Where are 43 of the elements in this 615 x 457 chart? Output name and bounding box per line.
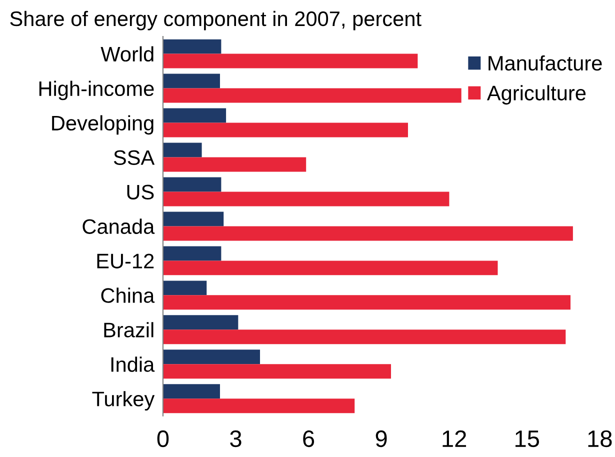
y-tick-label: World <box>100 46 154 62</box>
bar <box>162 142 202 158</box>
bar <box>162 157 306 172</box>
bar <box>162 88 462 103</box>
y-tick-label: Developing <box>52 115 154 135</box>
bar <box>162 226 573 241</box>
y-tick-label: Turkey <box>92 391 155 410</box>
bar <box>162 364 392 379</box>
y-tick-label: High-income <box>39 80 154 100</box>
bar <box>162 54 418 68</box>
y-tick-label: SSA <box>114 150 155 166</box>
x-tick-label: 9 <box>376 430 387 448</box>
bar <box>162 260 498 276</box>
x-tick-label: 3 <box>230 430 242 448</box>
y-tick-label: EU-12 <box>97 254 154 268</box>
bar <box>162 384 220 399</box>
x-tick-label: 12 <box>442 430 466 447</box>
x-tick-label: 0 <box>157 430 169 448</box>
bar <box>162 330 566 344</box>
bar <box>162 74 220 88</box>
bar <box>162 39 222 54</box>
bar <box>162 315 238 330</box>
bar <box>162 350 260 364</box>
x-tick-label: 15 <box>516 430 539 448</box>
x-tick-label: 18 <box>588 430 612 448</box>
y-tick-label: US <box>127 184 154 200</box>
y-tick-label: India <box>111 356 155 372</box>
bar <box>162 280 207 296</box>
bar <box>162 177 222 192</box>
y-tick-label: Brazil <box>104 322 154 338</box>
bar <box>162 192 450 206</box>
bar <box>162 398 355 414</box>
x-tick-label: 6 <box>303 430 314 448</box>
bar <box>162 122 408 138</box>
legend-label: Agriculture <box>486 85 586 105</box>
legend-label: Manufacture <box>488 55 602 71</box>
chart-title: Share of energy component in 2007, percent <box>10 10 422 30</box>
bar <box>162 246 222 261</box>
y-tick-label: Canada <box>82 218 155 234</box>
y-tick-label: China <box>101 288 155 303</box>
bar <box>162 212 224 226</box>
bar <box>162 108 226 123</box>
bar <box>162 295 571 310</box>
